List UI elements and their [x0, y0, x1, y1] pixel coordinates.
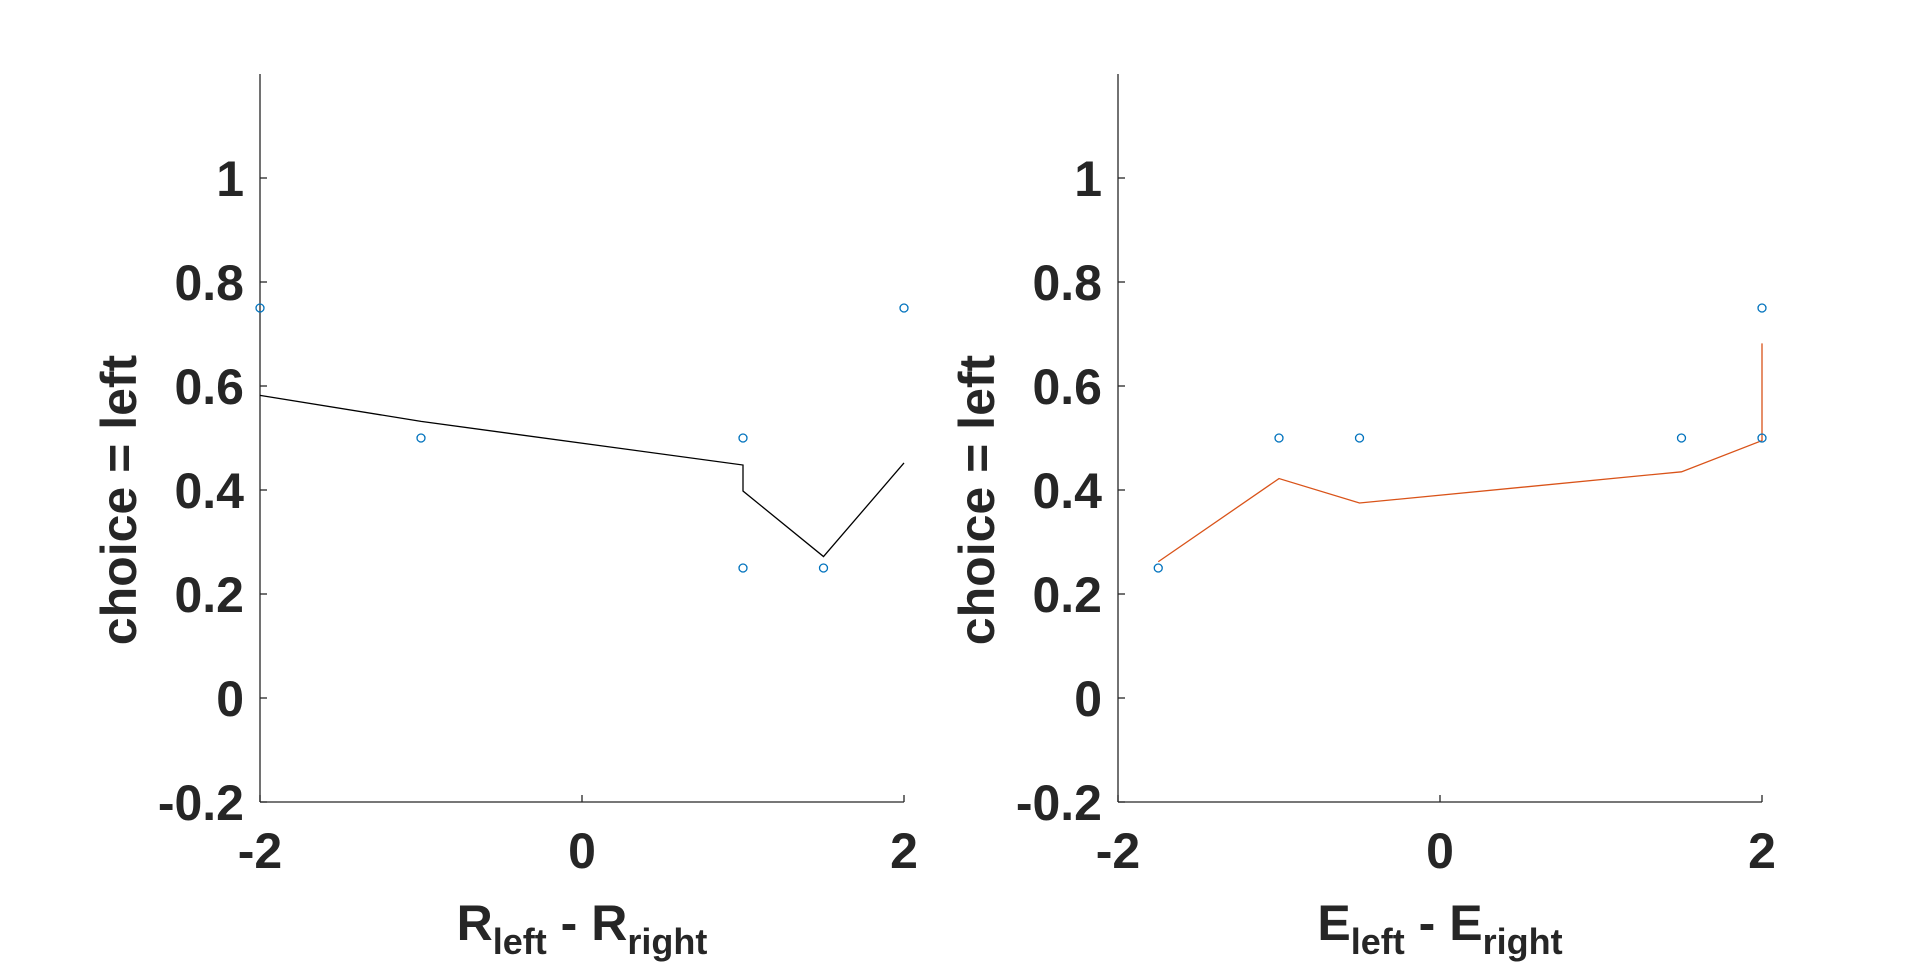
- data-point: [1676, 433, 1687, 443]
- left-subplot: -0.2 0 0.2 0.4 0.6 0.8 1 -2 0 2 choice = left Rleft…: [91, 74, 918, 962]
- x-axis-title: Eleft - Eright: [1317, 895, 1562, 962]
- x-axis-title-sub2: right: [627, 921, 707, 962]
- data-point: [1354, 433, 1365, 443]
- data-point: [1757, 303, 1767, 313]
- y-tick-label: 0.4: [174, 463, 244, 519]
- data-point: [738, 433, 748, 443]
- x-tick-label: 2: [1748, 823, 1776, 879]
- model-fit-line: [1157, 343, 1763, 563]
- data-point: [899, 303, 909, 313]
- data-point: [1274, 433, 1284, 443]
- x-axis-title-main1: E: [1317, 895, 1350, 951]
- data-point: [1757, 433, 1767, 443]
- y-tick-label: -0.2: [158, 775, 244, 831]
- data-point: [1153, 563, 1163, 573]
- x-axis-title-main1: R: [457, 895, 493, 951]
- x-tick-label: 0: [1426, 823, 1454, 879]
- y-tick-label: 0: [1074, 671, 1102, 727]
- model-fit-line: [259, 394, 905, 558]
- x-tick-label: 0: [568, 823, 596, 879]
- x-tick-label: -2: [1096, 823, 1140, 879]
- y-axis-title: choice = left: [91, 354, 147, 645]
- y-tick-label: 0.6: [174, 359, 244, 415]
- right-subplot: -0.2 0 0.2 0.4 0.6 0.8 1 -2 0 2 choice = left Eleft…: [949, 74, 1776, 962]
- y-tick-label: 0.6: [1032, 359, 1102, 415]
- x-tick-label: 2: [890, 823, 918, 879]
- x-tick-label: -2: [238, 823, 282, 879]
- y-tick-label: 1: [216, 151, 244, 207]
- data-point: [416, 433, 426, 443]
- y-tick-label: 0: [216, 671, 244, 727]
- y-tick-label: 1: [1074, 151, 1102, 207]
- data-point: [738, 563, 748, 573]
- data-point: [818, 563, 829, 573]
- x-axis-title-sep: -: [547, 895, 591, 951]
- y-tick-label: 0.4: [1032, 463, 1102, 519]
- x-axis-title: Rleft - Rright: [457, 895, 708, 962]
- y-tick-label: 0.8: [1032, 255, 1102, 311]
- x-axis-title-main2: E: [1449, 895, 1482, 951]
- x-axis-title-sub1: left: [1351, 921, 1405, 962]
- x-axis-title-main2: R: [591, 895, 627, 951]
- y-tick-label: -0.2: [1016, 775, 1102, 831]
- y-tick-label: 0.2: [174, 567, 244, 623]
- y-axis-title: choice = left: [949, 354, 1005, 645]
- y-tick-label: 0.8: [174, 255, 244, 311]
- x-axis-title-sep: -: [1405, 895, 1449, 951]
- x-axis-title-sub1: left: [493, 921, 547, 962]
- data-point: [255, 303, 265, 313]
- y-tick-label: 0.2: [1032, 567, 1102, 623]
- x-axis-title-sub2: right: [1483, 921, 1563, 962]
